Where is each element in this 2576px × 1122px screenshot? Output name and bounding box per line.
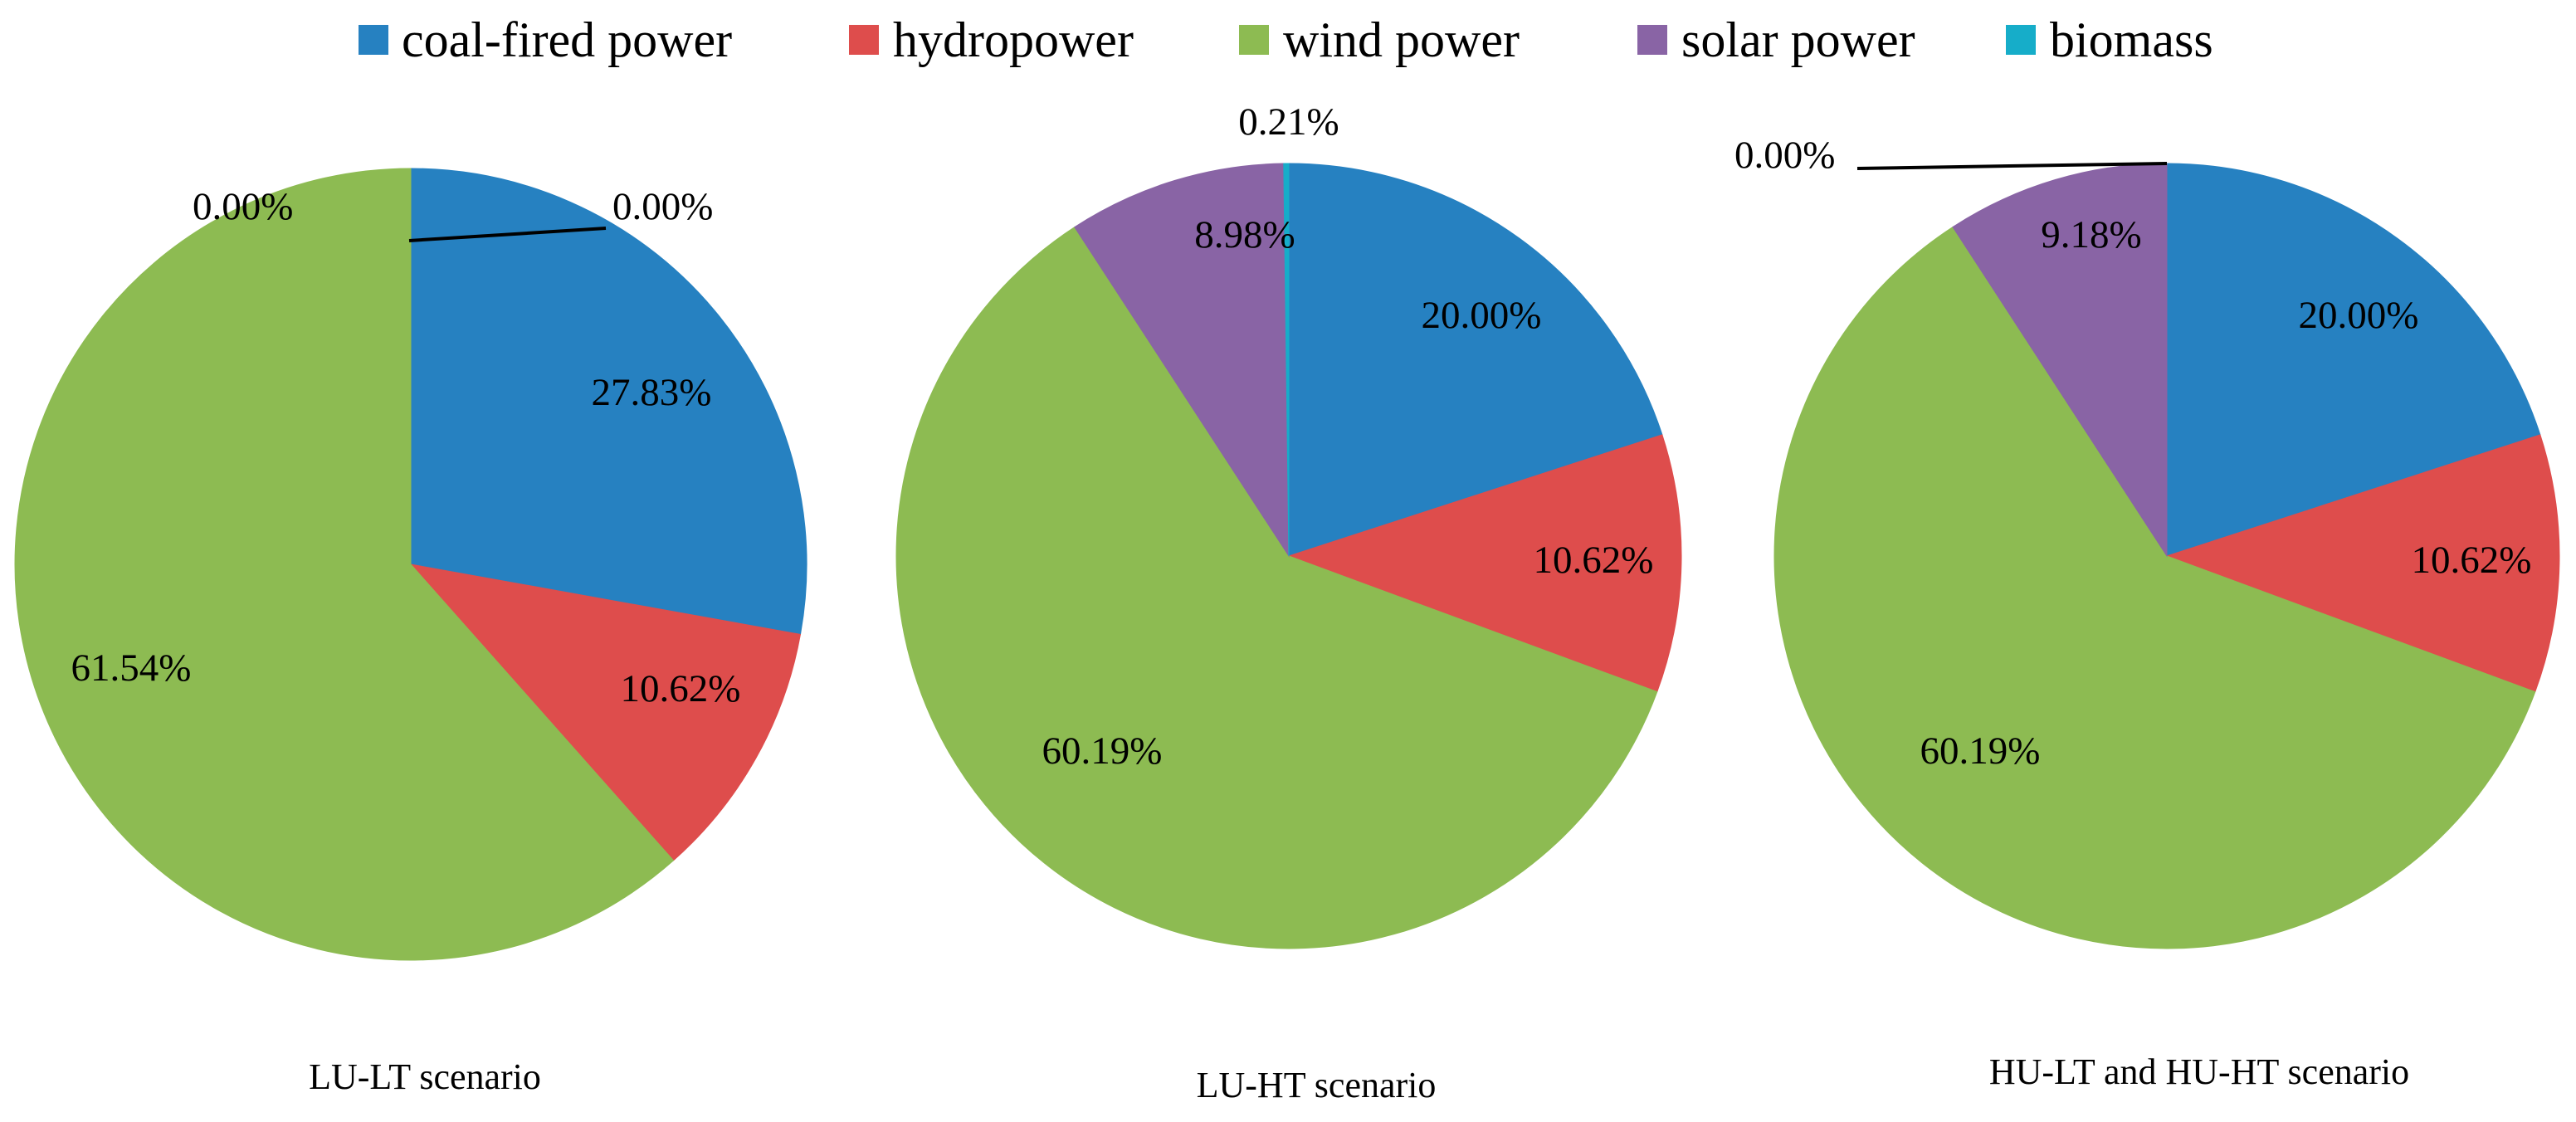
data-label-lu-lt-wind-power: 61.54% xyxy=(71,646,192,690)
legend-label-hydropower: hydropower xyxy=(893,12,1134,67)
leader-line-hu-lt-hu-ht-biomass xyxy=(1856,162,2168,170)
legend-swatch-solar-power xyxy=(1637,25,1667,55)
data-label-lu-ht-coal-fired-power: 20.00% xyxy=(1422,294,1542,337)
data-label-lu-lt-biomass: 0.00% xyxy=(612,185,713,228)
slice-hu-lt-hu-ht-hydropower xyxy=(2165,434,2560,693)
slice-lu-ht-biomass xyxy=(1283,163,1290,557)
data-label-hu-lt-hu-ht-hydropower: 10.62% xyxy=(2412,539,2532,582)
data-label-hu-lt-hu-ht-solar-power: 9.18% xyxy=(2041,213,2141,256)
slice-hu-lt-hu-ht-coal-fired-power xyxy=(2166,163,2541,557)
chart-legend: coal-fired power hydropower wind power sola… xyxy=(359,12,2213,67)
data-label-lu-lt-hydropower: 10.62% xyxy=(621,667,741,710)
legend-label-wind-power: wind power xyxy=(1283,12,1520,67)
chart-title-lu-lt: LU-LT scenario xyxy=(309,1056,541,1097)
data-label-lu-ht-biomass: 0.21% xyxy=(1238,100,1339,144)
slice-lu-lt-wind-power xyxy=(14,168,675,961)
data-label-lu-ht-wind-power: 60.19% xyxy=(1042,729,1163,773)
legend-swatch-coal-fired-power xyxy=(359,25,388,55)
data-label-lu-lt-solar-power: 0.00% xyxy=(193,185,293,228)
pie-lu-lt: 27.83% 10.62% 61.54% 0.00% 0.00% xyxy=(14,168,807,961)
legend-label-biomass: biomass xyxy=(2050,12,2213,67)
leader-line-lu-lt-solar-power xyxy=(408,227,607,242)
slice-lu-ht-wind-power xyxy=(895,226,1658,949)
slice-lu-lt-hydropower xyxy=(409,563,802,861)
slice-lu-lt-coal-fired-power xyxy=(410,168,807,636)
data-label-lu-ht-solar-power: 8.98% xyxy=(1194,213,1295,256)
data-label-lu-ht-hydropower: 10.62% xyxy=(1534,539,1654,582)
pie-hu-lt-hu-ht: 20.00% 10.62% 60.19% 9.18% 0.00% xyxy=(1734,134,2560,949)
legend-swatch-biomass xyxy=(2006,25,2036,55)
slice-lu-ht-solar-power xyxy=(1074,163,1290,558)
slice-hu-lt-hu-ht-wind-power xyxy=(1773,226,2536,949)
slice-lu-ht-hydropower xyxy=(1287,434,1682,693)
data-label-hu-lt-hu-ht-biomass: 0.00% xyxy=(1734,134,1835,177)
legend-label-solar-power: solar power xyxy=(1681,12,1915,67)
pie-lu-ht: 20.00% 10.62% 60.19% 8.98% 0.21% xyxy=(895,100,1682,949)
legend-swatch-wind-power xyxy=(1239,25,1269,55)
chart-title-lu-ht: LU-HT scenario xyxy=(1197,1065,1437,1105)
data-label-hu-lt-hu-ht-wind-power: 60.19% xyxy=(1920,729,2041,773)
data-label-lu-lt-coal-fired-power: 27.83% xyxy=(592,371,712,414)
slice-lu-ht-coal-fired-power xyxy=(1288,163,1663,557)
legend-swatch-hydropower xyxy=(849,25,879,55)
data-label-hu-lt-hu-ht-coal-fired-power: 20.00% xyxy=(2299,294,2419,337)
legend-label-coal-fired-power: coal-fired power xyxy=(402,12,732,67)
chart-title-hu-lt-hu-ht: HU-LT and HU-HT scenario xyxy=(1989,1051,2409,1092)
